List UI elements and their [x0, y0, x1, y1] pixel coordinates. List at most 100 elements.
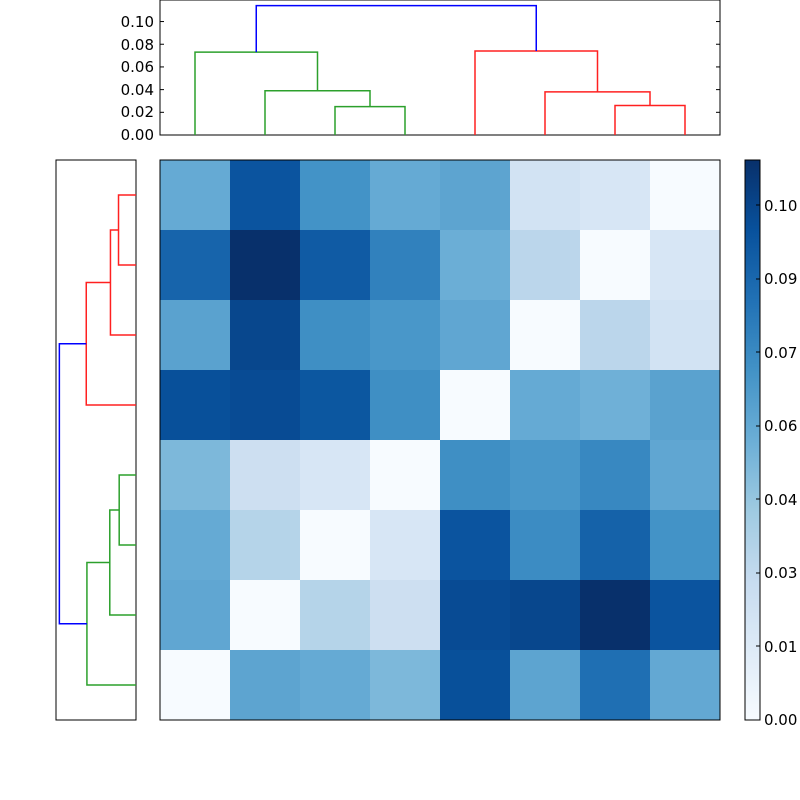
heatmap-cell [580, 510, 651, 581]
heatmap-cell [370, 650, 441, 721]
heatmap-cell [580, 300, 651, 371]
heatmap-cell [370, 510, 441, 581]
left-dendrogram-frame [55, 159, 137, 721]
heatmap-cell [440, 300, 511, 371]
dendrogram-link [109, 509, 136, 616]
heatmap-cell [580, 370, 651, 441]
heatmap-cell [160, 510, 231, 581]
heatmap-cell [510, 370, 581, 441]
colorbar-tick-label: 0.10 [764, 197, 797, 215]
colorbar-ticks: 0.10 0.09 0.07 0.06 0.04 0.03 0.01 0.00 [756, 197, 797, 729]
heatmap-cell [510, 230, 581, 301]
dendrogram-link [194, 51, 319, 135]
colorbar-tick-label: 0.04 [764, 491, 797, 509]
heatmap-cell [370, 160, 441, 231]
ytick-label: 0.06 [121, 58, 154, 76]
heatmap-cell [230, 160, 301, 231]
dendrogram-link [86, 561, 136, 686]
heatmap-cell [230, 650, 301, 721]
dendrogram-link [255, 4, 537, 53]
heatmap-cell [650, 580, 721, 651]
heatmap-cell [510, 300, 581, 371]
heatmap-cell [650, 300, 721, 371]
heatmap-cell [370, 300, 441, 371]
ytick-label: 0.08 [121, 36, 154, 54]
heatmap-cell [300, 370, 371, 441]
heatmap-cell [440, 370, 511, 441]
heatmap-cell [160, 440, 231, 511]
heatmap-cell [440, 650, 511, 721]
heatmap-cell [510, 160, 581, 231]
colorbar-gradient [744, 159, 761, 721]
ytick-label: 0.02 [121, 103, 154, 121]
heatmap-cell [300, 160, 371, 231]
ytick-label: 0.10 [121, 13, 154, 31]
heatmap-cell [650, 440, 721, 511]
heatmap-cell [370, 230, 441, 301]
heatmap-cell [650, 370, 721, 441]
heatmap-cell [440, 580, 511, 651]
heatmap-cell [580, 650, 651, 721]
heatmap-cell [580, 580, 651, 651]
colorbar: 0.10 0.09 0.07 0.06 0.04 0.03 0.01 0.00 [744, 159, 797, 729]
heatmap-cell [440, 230, 511, 301]
top-dendrogram-frame [159, 0, 721, 136]
heatmap-cell [300, 580, 371, 651]
heatmap-cell [300, 510, 371, 581]
heatmap-cell [650, 160, 721, 231]
heatmap-cell [510, 580, 581, 651]
top-dendrogram-yaxis: 0.00 0.02 0.04 0.06 0.08 0.10 [121, 13, 720, 144]
heatmap-cell [580, 440, 651, 511]
heatmap-cells [160, 160, 721, 721]
heatmap-cell [230, 580, 301, 651]
heatmap-cell [650, 230, 721, 301]
heatmap [159, 159, 721, 721]
heatmap-cell [160, 160, 231, 231]
heatmap-cell [370, 370, 441, 441]
dendrogram-link [334, 105, 406, 135]
heatmap-cell [300, 300, 371, 371]
heatmap-cell [230, 370, 301, 441]
heatmap-cell [300, 650, 371, 721]
ytick-label: 0.00 [121, 126, 154, 144]
heatmap-cell [230, 300, 301, 371]
heatmap-cell [440, 440, 511, 511]
colorbar-tick-label: 0.06 [764, 417, 797, 435]
heatmap-cell [300, 440, 371, 511]
left-dendrogram [55, 159, 137, 721]
heatmap-cell [510, 510, 581, 581]
heatmap-cell [510, 440, 581, 511]
heatmap-cell [230, 510, 301, 581]
heatmap-cell [650, 510, 721, 581]
colorbar-tick-label: 0.01 [764, 638, 797, 656]
heatmap-cell [650, 650, 721, 721]
heatmap-cell [160, 650, 231, 721]
heatmap-cell [160, 230, 231, 301]
heatmap-cell [300, 230, 371, 301]
top-dendrogram: 0.00 0.02 0.04 0.06 0.08 0.10 [121, 0, 721, 144]
heatmap-cell [160, 300, 231, 371]
colorbar-tick-label: 0.09 [764, 270, 797, 288]
heatmap-cell [160, 580, 231, 651]
heatmap-cell [370, 440, 441, 511]
left-dendrogram-links [58, 194, 136, 686]
colorbar-tick-label: 0.07 [764, 344, 797, 362]
colorbar-tick-label: 0.00 [764, 711, 797, 729]
heatmap-cell [230, 230, 301, 301]
heatmap-cell [440, 510, 511, 581]
heatmap-frame [159, 159, 721, 721]
heatmap-cell [160, 370, 231, 441]
ytick-label: 0.04 [121, 81, 154, 99]
heatmap-cell [580, 230, 651, 301]
dendrogram-link [109, 229, 136, 336]
dendrogram-link [544, 91, 651, 135]
colorbar-tick-label: 0.03 [764, 564, 797, 582]
heatmap-cell [440, 160, 511, 231]
dendrogram-link [58, 343, 87, 625]
top-dendrogram-links [194, 4, 686, 135]
heatmap-cell [510, 650, 581, 721]
heatmap-cell [580, 160, 651, 231]
heatmap-cell [370, 580, 441, 651]
heatmap-cell [230, 440, 301, 511]
